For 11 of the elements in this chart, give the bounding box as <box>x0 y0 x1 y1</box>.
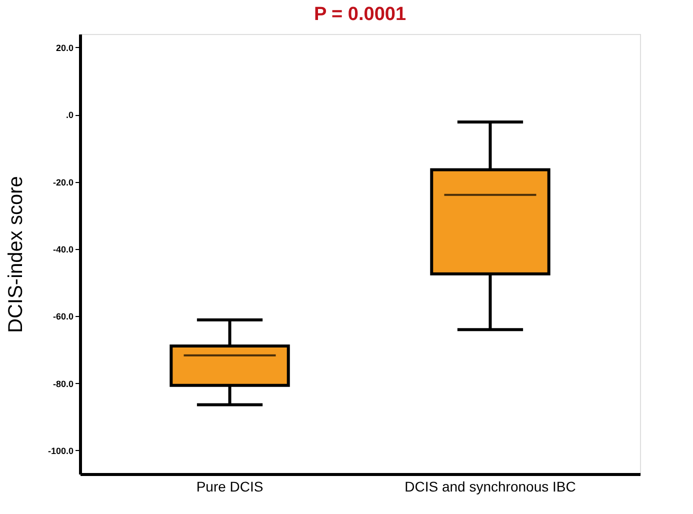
y-tick-label: .0 <box>66 110 74 120</box>
y-tick-label: -60.0 <box>52 312 74 322</box>
x-tick-label: DCIS and synchronous IBC <box>404 478 576 494</box>
x-tick-label: Pure DCIS <box>196 478 264 494</box>
y-tick-label: -20.0 <box>52 177 74 188</box>
y-tick-label: -80.0 <box>52 378 74 389</box>
y-tick-label: -100.0 <box>48 446 74 456</box>
y-axis-title: DCIS-index score <box>4 176 27 333</box>
y-tick-label: 20.0 <box>56 42 74 53</box>
text: P = 0.0001 <box>314 4 406 25</box>
y-tick-label: -40.0 <box>52 244 74 254</box>
